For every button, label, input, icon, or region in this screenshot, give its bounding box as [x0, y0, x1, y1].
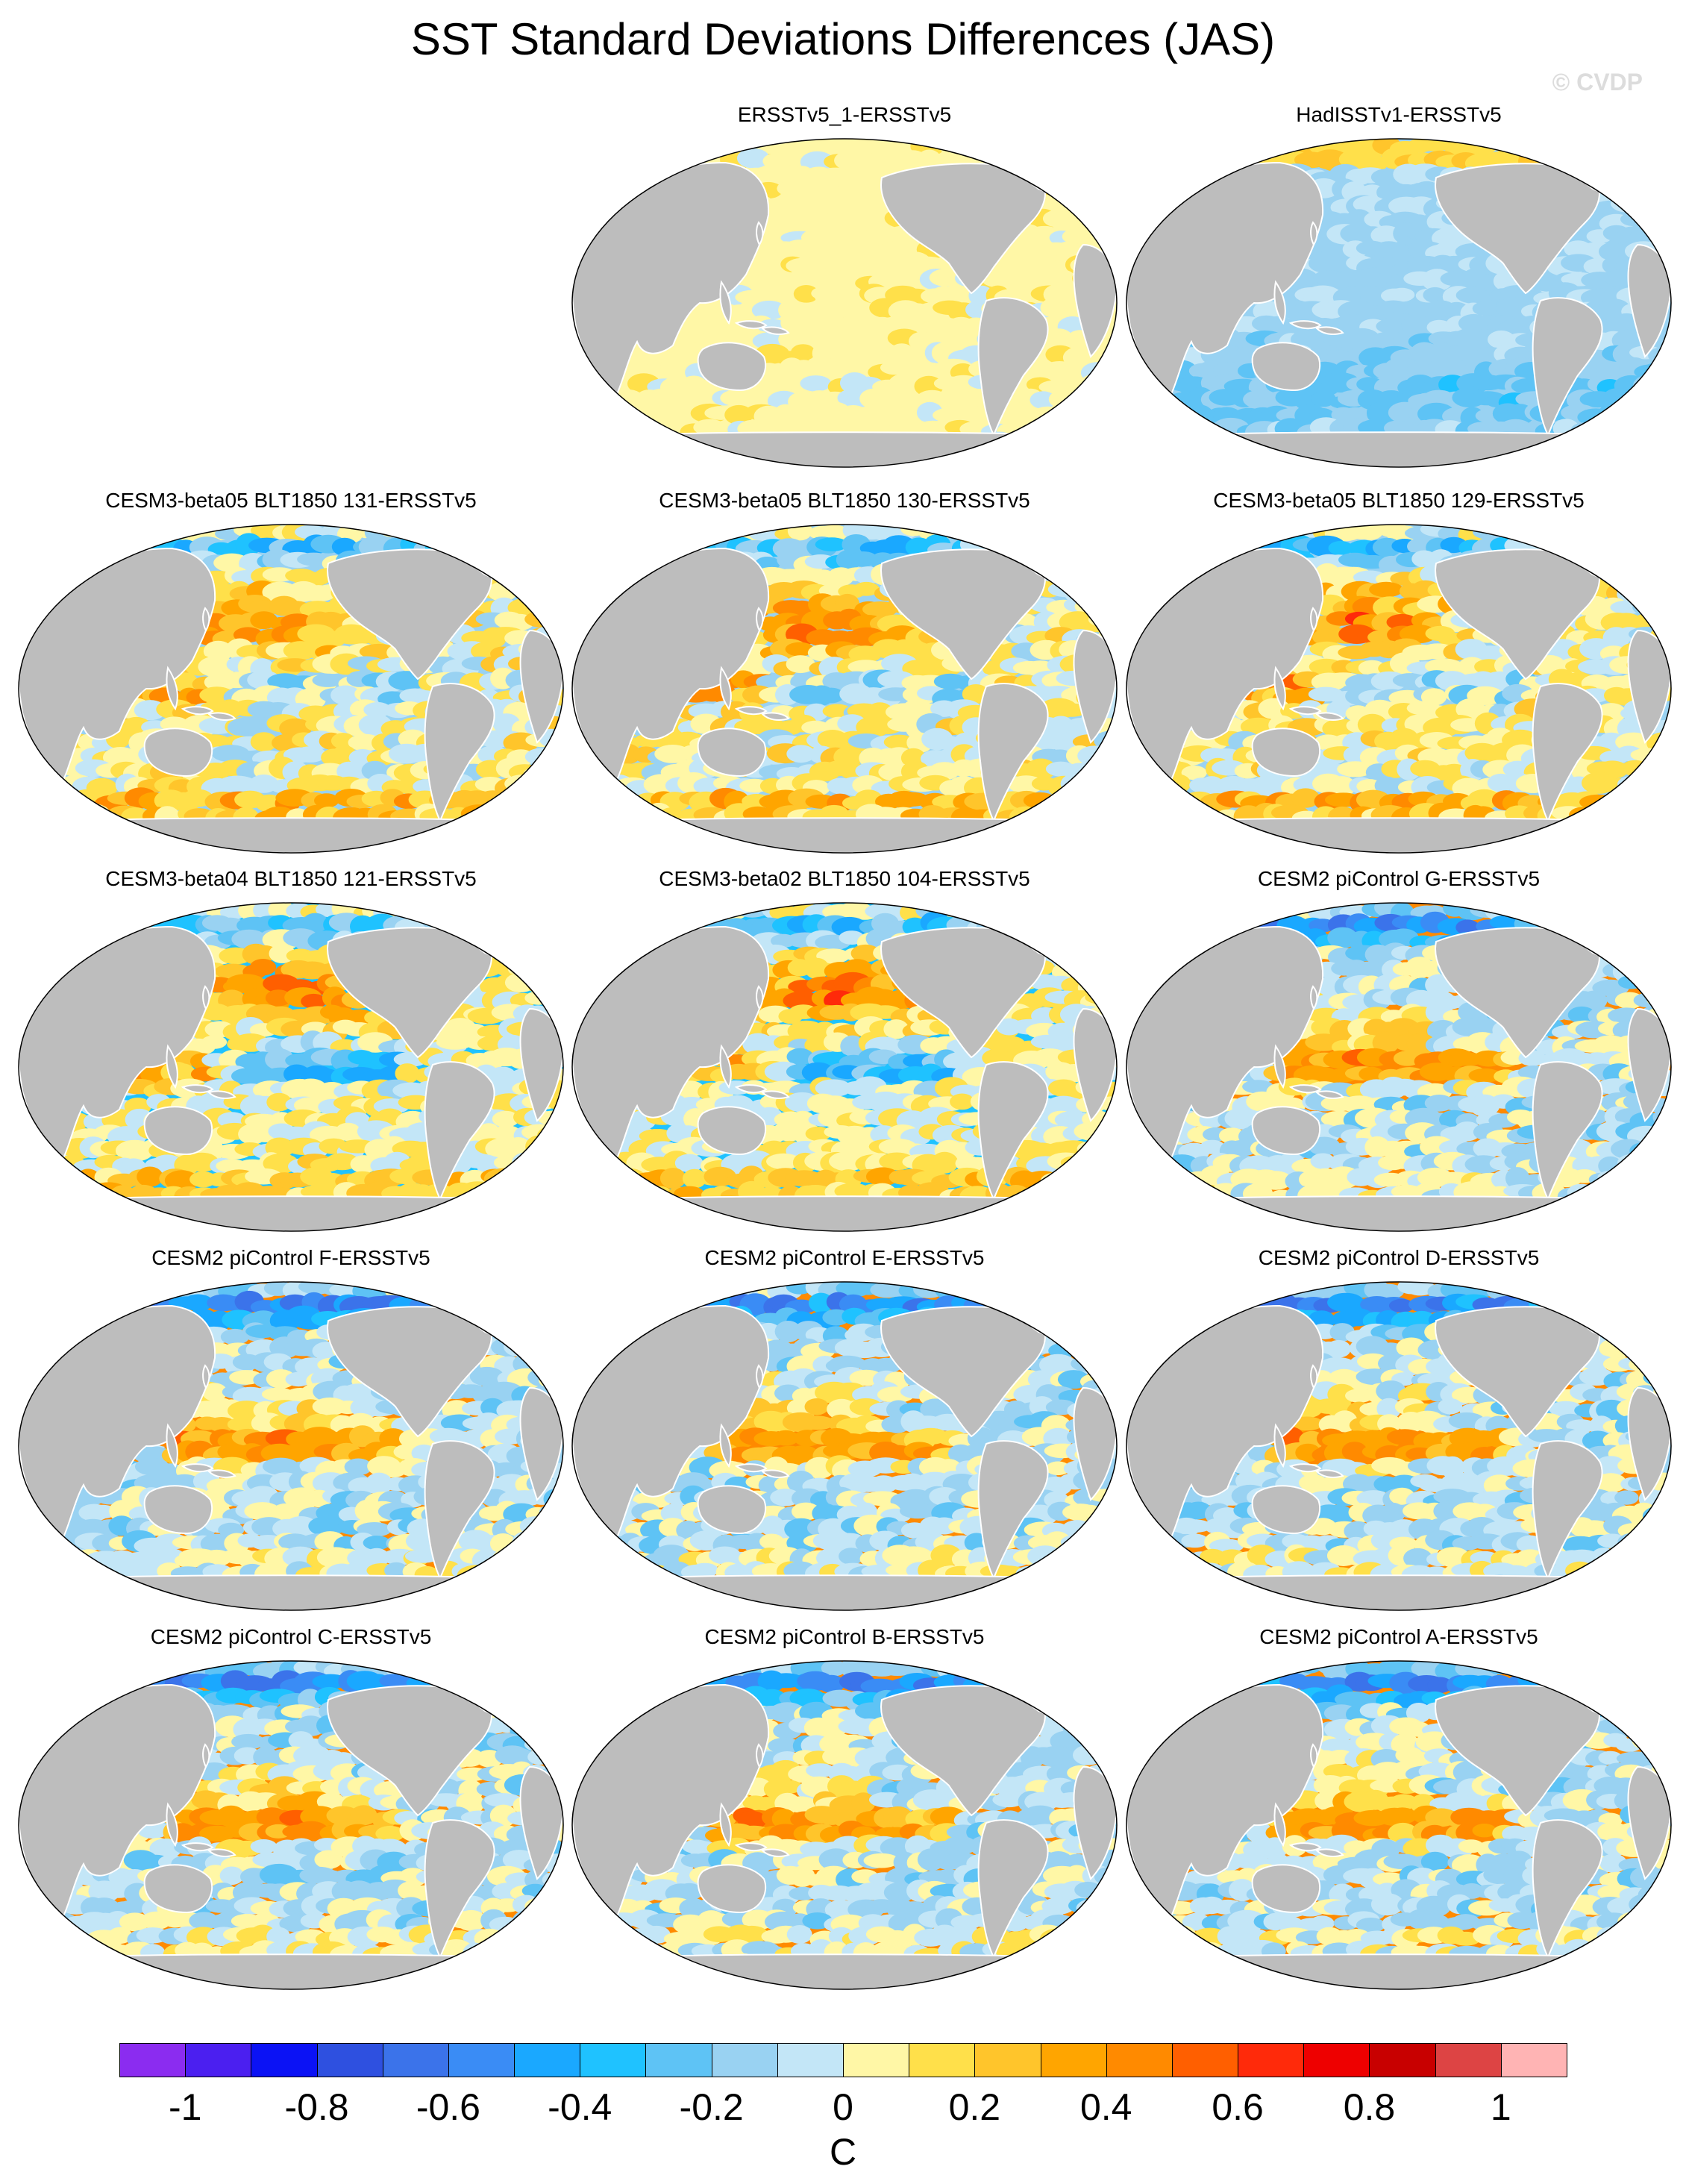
sst-difference-map: [571, 1281, 1118, 1611]
map-panel: CESM3-beta05 BLT1850 129-ERSSTv5: [1123, 489, 1675, 862]
panel-title: CESM2 piControl E-ERSSTv5: [704, 1246, 985, 1269]
colorbar-tick-label: -1: [168, 2086, 202, 2128]
colorbar-tick-label: -0.4: [548, 2086, 612, 2128]
panel-title: CESM2 piControl B-ERSSTv5: [704, 1625, 985, 1648]
map-panel: HadISSTv1-ERSSTv5: [1123, 103, 1675, 476]
map-panel: CESM2 piControl A-ERSSTv5: [1123, 1625, 1675, 1998]
panel-title: CESM3-beta05 BLT1850 131-ERSSTv5: [105, 489, 477, 512]
colorbar-swatch: [382, 2043, 449, 2077]
sst-difference-map: [571, 902, 1118, 1232]
panel-title: CESM2 piControl D-ERSSTv5: [1258, 1246, 1540, 1269]
colorbar-tick-label: -0.6: [416, 2086, 480, 2128]
map-panel: CESM2 piControl C-ERSSTv5: [15, 1625, 567, 1998]
colorbar-swatch: [1369, 2043, 1436, 2077]
sst-difference-map: [1126, 524, 1672, 854]
colorbar-tick-label: 1: [1490, 2086, 1511, 2128]
figure-title: SST Standard Deviations Differences (JAS…: [410, 14, 1276, 64]
sst-difference-map: [1126, 138, 1672, 468]
colorbar-tick-label: 0.2: [948, 2086, 1001, 2128]
colorbar: [119, 2043, 1567, 2079]
colorbar-swatch: [1238, 2043, 1305, 2077]
panel-title: CESM3-beta02 BLT1850 104-ERSSTv5: [659, 867, 1030, 890]
sst-difference-map: [1126, 1660, 1672, 1990]
panel-title: CESM2 piControl C-ERSSTv5: [150, 1625, 432, 1648]
map-panel: CESM2 piControl D-ERSSTv5: [1123, 1246, 1675, 1619]
sst-difference-map: [571, 524, 1118, 854]
cvdp-watermark: © CVDP: [1552, 69, 1643, 96]
colorbar-unit-label: C: [829, 2131, 857, 2173]
colorbar-swatch: [843, 2043, 910, 2077]
map-panel: CESM2 piControl B-ERSSTv5: [568, 1625, 1121, 1998]
colorbar-swatch: [711, 2043, 778, 2077]
panel-title: HadISSTv1-ERSSTv5: [1296, 103, 1502, 126]
map-panel: CESM3-beta04 BLT1850 121-ERSSTv5: [15, 867, 567, 1240]
sst-difference-map: [571, 138, 1118, 468]
colorbar-swatch: [514, 2043, 581, 2077]
colorbar-swatch: [1106, 2043, 1173, 2077]
colorbar-tick-label: 0: [833, 2086, 853, 2128]
colorbar-swatch: [909, 2043, 976, 2077]
map-panel: CESM2 piControl F-ERSSTv5: [15, 1246, 567, 1619]
map-panel: CESM3-beta05 BLT1850 131-ERSSTv5: [15, 489, 567, 862]
panel-title: CESM3-beta05 BLT1850 129-ERSSTv5: [1213, 489, 1585, 512]
map-panel: CESM3-beta02 BLT1850 104-ERSSTv5: [568, 867, 1121, 1240]
colorbar-tick-label: 0.4: [1079, 2086, 1132, 2128]
colorbar-swatch: [1303, 2043, 1370, 2077]
sst-difference-map: [18, 902, 564, 1232]
colorbar-swatch: [580, 2043, 647, 2077]
colorbar-swatch: [645, 2043, 712, 2077]
colorbar-swatch: [1040, 2043, 1107, 2077]
panel-title: CESM3-beta04 BLT1850 121-ERSSTv5: [105, 867, 477, 890]
colorbar-tick-label: -0.8: [284, 2086, 349, 2128]
map-panel: CESM2 piControl E-ERSSTv5: [568, 1246, 1121, 1619]
panel-title: CESM2 piControl G-ERSSTv5: [1257, 867, 1541, 890]
sst-difference-map: [1126, 902, 1672, 1232]
colorbar-swatch: [1435, 2043, 1502, 2077]
sst-difference-map: [18, 524, 564, 854]
panel-title: CESM3-beta05 BLT1850 130-ERSSTv5: [659, 489, 1030, 512]
colorbar-swatch: [119, 2043, 187, 2077]
sst-difference-map: [18, 1660, 564, 1990]
panel-title: ERSSTv5_1-ERSSTv5: [737, 103, 952, 126]
sst-difference-map: [571, 1660, 1118, 1990]
colorbar-swatch: [1171, 2043, 1239, 2077]
colorbar-swatch: [777, 2043, 844, 2077]
colorbar-swatch: [185, 2043, 252, 2077]
colorbar-tick-label: 0.8: [1343, 2086, 1396, 2128]
map-panel: CESM3-beta05 BLT1850 130-ERSSTv5: [568, 489, 1121, 862]
sst-difference-map: [18, 1281, 564, 1611]
colorbar-tick-label: 0.6: [1212, 2086, 1264, 2128]
colorbar-swatch: [251, 2043, 318, 2077]
colorbar-swatch: [448, 2043, 515, 2077]
map-panel: CESM2 piControl G-ERSSTv5: [1123, 867, 1675, 1240]
panel-title: CESM2 piControl A-ERSSTv5: [1259, 1625, 1538, 1648]
colorbar-swatch: [1500, 2043, 1567, 2077]
sst-difference-map: [1126, 1281, 1672, 1611]
colorbar-swatch: [316, 2043, 383, 2077]
panel-title: CESM2 piControl F-ERSSTv5: [151, 1246, 430, 1269]
map-panel: ERSSTv5_1-ERSSTv5: [568, 103, 1121, 476]
colorbar-tick-label: -0.2: [679, 2086, 744, 2128]
colorbar-swatch: [974, 2043, 1041, 2077]
